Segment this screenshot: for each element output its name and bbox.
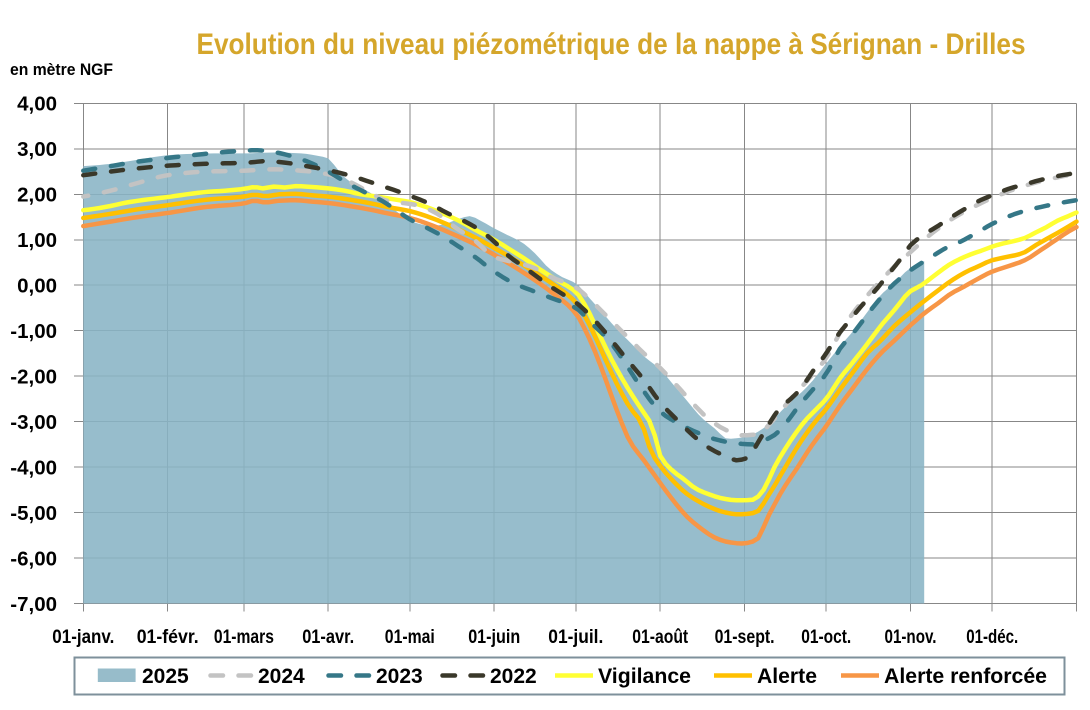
svg-text:2022: 2022 — [490, 665, 537, 688]
svg-text:-3,00: -3,00 — [10, 411, 57, 434]
svg-text:01-janv.: 01-janv. — [52, 627, 114, 648]
svg-text:3,00: 3,00 — [17, 138, 57, 161]
svg-text:Alerte: Alerte — [757, 665, 817, 688]
svg-text:01-mai: 01-mai — [385, 627, 435, 648]
svg-text:01-déc.: 01-déc. — [966, 627, 1018, 648]
svg-text:Evolution du niveau piézométri: Evolution du niveau piézométrique de la … — [197, 28, 1026, 61]
svg-text:-5,00: -5,00 — [10, 502, 57, 525]
svg-text:01-sept.: 01-sept. — [715, 627, 775, 648]
svg-text:01-juin: 01-juin — [468, 627, 520, 648]
svg-text:-2,00: -2,00 — [10, 366, 57, 389]
svg-text:en mètre NGF: en mètre NGF — [10, 60, 113, 79]
svg-text:-6,00: -6,00 — [10, 547, 57, 570]
svg-text:01-juil.: 01-juil. — [548, 627, 603, 648]
svg-text:Alerte renforcée: Alerte renforcée — [884, 665, 1047, 688]
svg-text:01-oct.: 01-oct. — [801, 627, 851, 648]
svg-text:1,00: 1,00 — [17, 229, 57, 252]
svg-text:01-avr.: 01-avr. — [302, 627, 354, 648]
svg-text:2023: 2023 — [376, 665, 423, 688]
svg-text:2025: 2025 — [142, 665, 189, 688]
svg-text:2,00: 2,00 — [17, 184, 57, 207]
svg-text:-7,00: -7,00 — [10, 593, 57, 616]
svg-text:-4,00: -4,00 — [10, 456, 57, 479]
svg-text:0,00: 0,00 — [17, 275, 57, 298]
svg-text:01-févr.: 01-févr. — [137, 627, 199, 648]
svg-text:01-mars: 01-mars — [214, 627, 274, 648]
svg-text:2024: 2024 — [258, 665, 305, 688]
svg-text:4,00: 4,00 — [17, 93, 57, 116]
svg-text:Vigilance: Vigilance — [598, 665, 691, 688]
svg-text:-1,00: -1,00 — [10, 320, 57, 343]
svg-text:01-août: 01-août — [632, 627, 689, 648]
svg-text:01-nov.: 01-nov. — [885, 627, 937, 648]
